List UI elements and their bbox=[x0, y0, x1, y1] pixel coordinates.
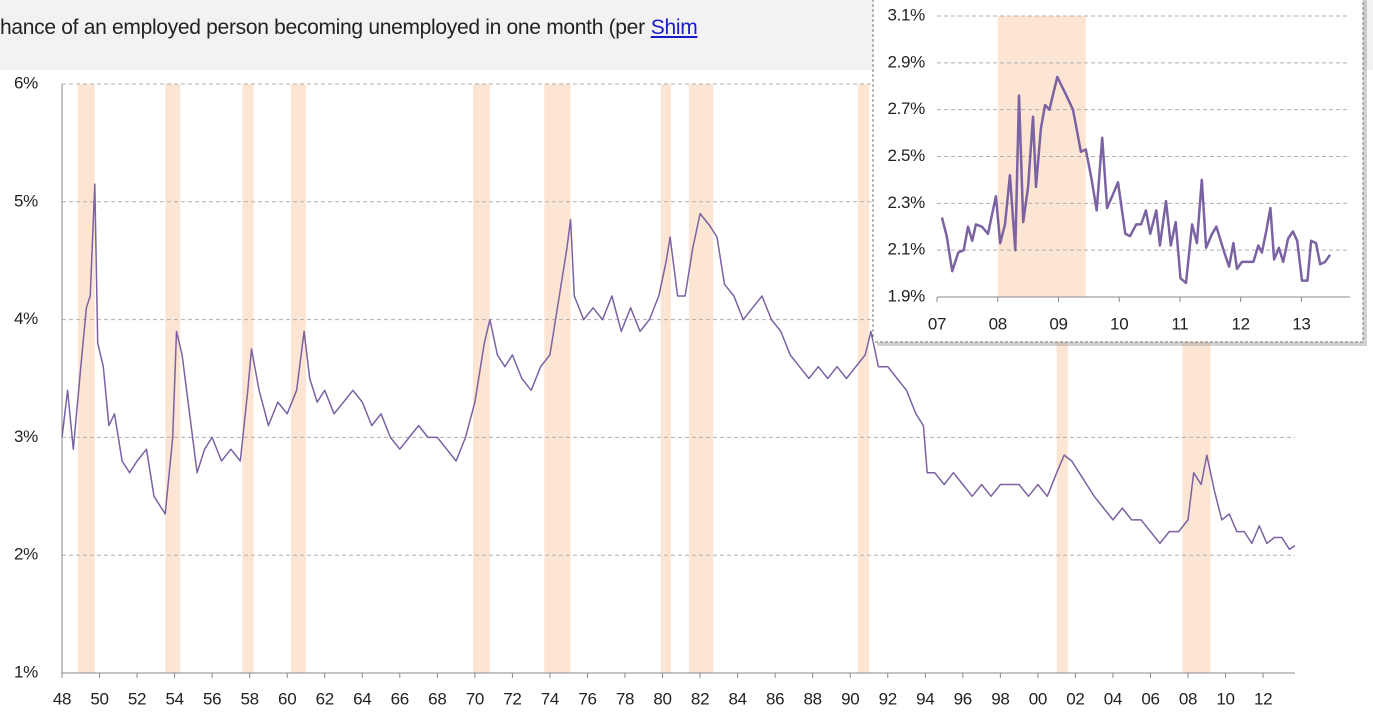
y-tick-label: 3% bbox=[14, 427, 38, 446]
x-tick-label: 11 bbox=[1171, 314, 1188, 333]
x-tick-label: 74 bbox=[541, 689, 559, 708]
x-tick-label: 09 bbox=[1049, 314, 1067, 333]
y-tick-label: 5% bbox=[14, 191, 38, 210]
y-tick-label: 2.1% bbox=[887, 240, 925, 259]
x-tick-label: 90 bbox=[841, 689, 859, 708]
recession-band bbox=[857, 84, 869, 673]
x-tick-label: 50 bbox=[90, 689, 108, 708]
data-line bbox=[61, 183, 1296, 551]
x-tick-label: 60 bbox=[278, 689, 296, 708]
recession-band bbox=[473, 84, 490, 673]
y-tick-label: 4% bbox=[14, 309, 38, 328]
x-tick-label: 07 bbox=[928, 314, 946, 333]
recession-band bbox=[165, 84, 181, 673]
data-line bbox=[940, 75, 1332, 285]
recession-band bbox=[1056, 84, 1068, 673]
x-tick-label: 98 bbox=[991, 689, 1009, 708]
x-tick-label: 08 bbox=[1179, 689, 1197, 708]
y-tick-label: 1% bbox=[14, 662, 38, 681]
x-tick-label: 80 bbox=[653, 689, 671, 708]
x-tick-label: 66 bbox=[391, 689, 409, 708]
y-tick-label: 1.9% bbox=[887, 286, 925, 305]
subtitle-link[interactable]: Shim bbox=[650, 16, 698, 39]
inset-frame bbox=[872, 0, 1364, 343]
x-tick-label: 72 bbox=[503, 689, 521, 708]
x-tick-label: 12 bbox=[1254, 689, 1272, 708]
x-tick-label: 62 bbox=[316, 689, 334, 708]
x-tick-label: 08 bbox=[989, 314, 1007, 333]
x-tick-label: 52 bbox=[128, 689, 146, 708]
x-tick-label: 06 bbox=[1141, 689, 1159, 708]
main-chart: 1% 2% 3% 4% 5% 6% 48 50 52 54 56 58 60 62 64 66 68 70 72 74… bbox=[14, 73, 1296, 708]
x-tick-label: 04 bbox=[1104, 689, 1122, 708]
x-tick-label: 86 bbox=[766, 689, 784, 708]
x-tick-label: 02 bbox=[1066, 689, 1084, 708]
x-tick-label: 10 bbox=[1216, 689, 1234, 708]
x-tick-label: 68 bbox=[428, 689, 446, 708]
x-tick-label: 70 bbox=[466, 689, 484, 708]
y-tick-label: 2% bbox=[14, 545, 38, 564]
x-tick-label: 76 bbox=[578, 689, 596, 708]
recession-band bbox=[660, 84, 671, 673]
recession-band bbox=[242, 84, 254, 673]
x-tick-label: 10 bbox=[1110, 314, 1128, 333]
x-tick-label: 54 bbox=[165, 689, 183, 708]
y-tick-label: 2.5% bbox=[887, 146, 925, 165]
x-tick-label: 64 bbox=[353, 689, 371, 708]
subtitle: hance of an employed person becoming une… bbox=[0, 16, 698, 40]
x-tick-label: 48 bbox=[53, 689, 71, 708]
subtitle-text: hance of an employed person becoming une… bbox=[0, 16, 645, 39]
recession-band bbox=[77, 84, 95, 673]
y-tick-label: 3.1% bbox=[887, 5, 925, 24]
x-tick-label: 00 bbox=[1029, 689, 1047, 708]
y-tick-label: 2.9% bbox=[887, 52, 925, 71]
x-tick-label: 82 bbox=[691, 689, 709, 708]
x-tick-label: 58 bbox=[241, 689, 259, 708]
x-tick-label: 78 bbox=[616, 689, 634, 708]
inset-chart: 1.9% 2.1% 2.3% 2.5% 2.7% 2.9% 3.1% 07 08 09 10 11 12… bbox=[872, 0, 1367, 346]
recession-band bbox=[688, 84, 714, 673]
x-tick-label: 13 bbox=[1292, 314, 1310, 333]
y-tick-label: 2.3% bbox=[887, 193, 925, 212]
x-tick-label: 88 bbox=[804, 689, 822, 708]
y-tick-label: 6% bbox=[14, 73, 38, 92]
y-tick-label: 2.7% bbox=[887, 99, 925, 118]
x-tick-label: 56 bbox=[203, 689, 221, 708]
recession-band bbox=[544, 84, 571, 673]
x-tick-label: 84 bbox=[728, 689, 746, 708]
x-tick-label: 12 bbox=[1232, 314, 1250, 333]
x-tick-label: 92 bbox=[879, 689, 897, 708]
x-tick-label: 96 bbox=[954, 689, 972, 708]
x-tick-label: 94 bbox=[916, 689, 934, 708]
